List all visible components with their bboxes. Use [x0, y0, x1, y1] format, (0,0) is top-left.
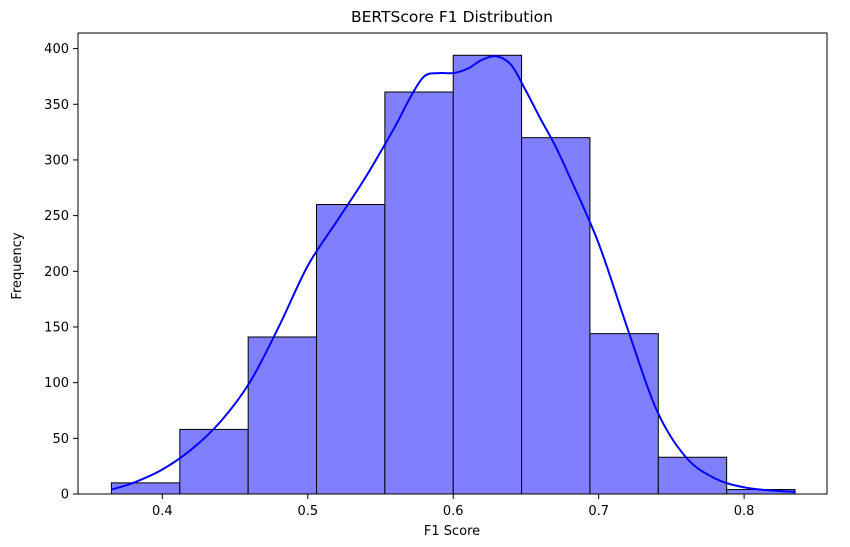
y-tick-label-7: 300	[44, 153, 69, 168]
x-axis-title: F1 Score	[424, 524, 480, 539]
histogram-bar-1	[110, 482, 181, 495]
histogram-bar-4	[316, 203, 386, 495]
histogram-bar-2	[179, 428, 249, 495]
x-tick-label-2: 0.5	[297, 504, 318, 519]
x-tick-label-5: 0.8	[734, 504, 755, 519]
y-tick-label-6: 250	[44, 209, 69, 224]
y-tick-label-9: 400	[44, 42, 69, 57]
chart-title: BERTScore F1 Distribution	[351, 8, 553, 26]
y-tick-label-2: 50	[52, 432, 69, 447]
y-tick-label-3: 100	[44, 376, 69, 391]
y-tick-label-5: 200	[44, 265, 69, 280]
x-axis: 0.4 0.5 0.6 0.7 0.8	[152, 494, 754, 519]
histogram-bar-7	[521, 137, 591, 495]
x-tick-label-3: 0.6	[443, 504, 464, 519]
plot-frame	[77, 32, 828, 495]
x-tick-label-1: 0.4	[152, 504, 173, 519]
histogram-bar-8	[589, 333, 659, 495]
y-tick-label-8: 350	[44, 98, 69, 113]
x-tick-label-4: 0.7	[588, 504, 609, 519]
histogram-bar-5	[384, 91, 454, 495]
y-tick-label-1: 0	[61, 488, 69, 503]
histogram-bar-3	[247, 336, 318, 495]
kde-curve	[111, 55, 796, 493]
histogram-bars	[110, 54, 796, 495]
y-tick-label-4: 150	[44, 320, 69, 335]
histogram-bar-6	[452, 54, 523, 495]
y-axis-title: Frequency	[10, 232, 25, 299]
y-axis: 0 50 100 150 200 250 300 350 400	[44, 42, 78, 503]
